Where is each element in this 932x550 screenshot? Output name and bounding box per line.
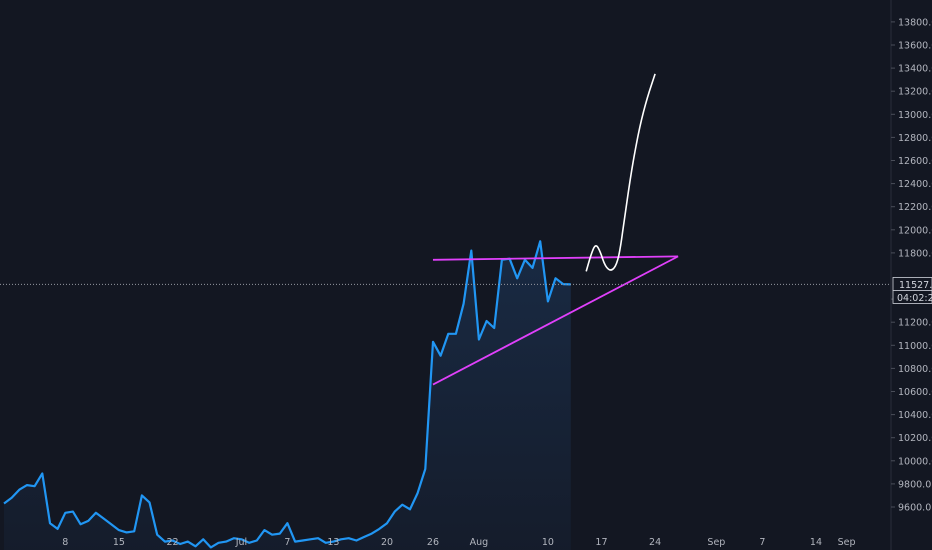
time-tick-label: 10 xyxy=(542,537,554,548)
area-fill-layer xyxy=(4,241,571,550)
price-area xyxy=(4,241,571,550)
price-tick-label: 12000.0 xyxy=(898,225,932,236)
time-tick-label: 14 xyxy=(810,537,822,548)
price-tick-label: 9600.0 xyxy=(898,503,931,514)
time-tick-label: 7 xyxy=(759,537,765,548)
bar-countdown-badge xyxy=(892,290,932,304)
price-tick-label: 12200.0 xyxy=(898,202,932,213)
time-tick-label: 20 xyxy=(381,537,393,548)
price-tick-label: 13200.0 xyxy=(898,87,932,98)
price-tick-label: 10600.0 xyxy=(898,387,932,398)
price-tick-label: 13600.0 xyxy=(898,41,932,52)
bar-countdown-value: 04:02:20 xyxy=(897,293,932,304)
time-tick-label: Sep xyxy=(838,537,856,548)
support-trendline[interactable] xyxy=(432,255,679,386)
time-tick-label: Jul xyxy=(235,537,247,548)
drawing-layer xyxy=(432,73,679,386)
price-tick-label: 10800.0 xyxy=(898,364,932,375)
price-tick-label: 9800.0 xyxy=(898,479,931,490)
time-axis-labels: 8 15 22 Jul 7 13 20 26 Aug 10 17 24 Sep 7 14 Sep xyxy=(62,537,855,548)
price-line-layer xyxy=(3,240,571,549)
price-tick-label: 13400.0 xyxy=(898,64,932,75)
time-tick-label: 24 xyxy=(649,537,661,548)
time-tick-label: 7 xyxy=(284,537,290,548)
price-tick-label: 13800.0 xyxy=(898,17,932,28)
time-tick-label: 13 xyxy=(327,537,339,548)
price-tick-label: 12800.0 xyxy=(898,133,932,144)
time-tick-label: 26 xyxy=(427,537,439,548)
price-tick-label: 11800.0 xyxy=(898,248,932,259)
price-tick-label: 12600.0 xyxy=(898,156,932,167)
price-tick-label: 11000.0 xyxy=(898,341,932,352)
price-series-line[interactable] xyxy=(3,240,571,549)
price-tick-label: 10400.0 xyxy=(898,410,932,421)
time-tick-label: 15 xyxy=(113,537,125,548)
resistance-trendline[interactable] xyxy=(432,255,679,261)
price-axis[interactable] xyxy=(891,0,932,550)
price-tick-label: 10000.0 xyxy=(898,456,932,467)
price-tick-label: 13000.0 xyxy=(898,110,932,121)
time-tick-label: 22 xyxy=(166,537,178,548)
price-badges: 11527.0 04:02:20 xyxy=(892,277,932,304)
projection-path[interactable] xyxy=(585,73,656,272)
time-tick-label: Sep xyxy=(707,537,725,548)
price-tick-label: 11200.0 xyxy=(898,318,932,329)
price-tick-label: 10200.0 xyxy=(898,433,932,444)
price-tick-label: 12400.0 xyxy=(898,179,932,190)
time-tick-label: 17 xyxy=(595,537,607,548)
current-price-value: 11527.0 xyxy=(899,280,932,291)
time-tick-label: 8 xyxy=(62,537,68,548)
time-tick-label: Aug xyxy=(470,537,489,548)
